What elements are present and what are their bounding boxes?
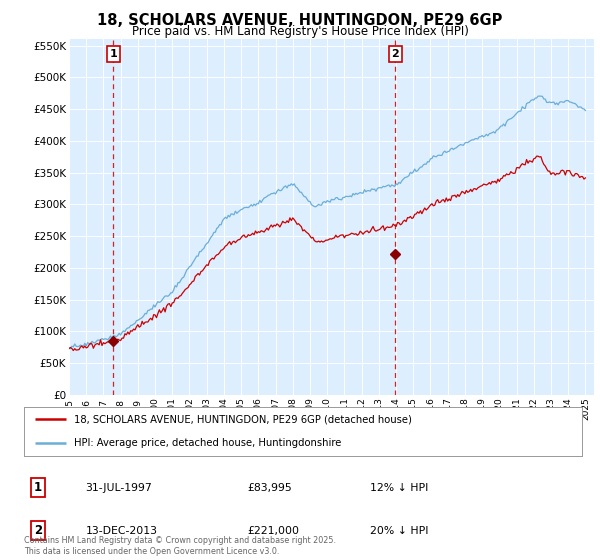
Text: 2: 2: [34, 524, 42, 538]
Text: 18, SCHOLARS AVENUE, HUNTINGDON, PE29 6GP: 18, SCHOLARS AVENUE, HUNTINGDON, PE29 6G…: [97, 13, 503, 29]
Text: 1: 1: [34, 481, 42, 494]
Text: £221,000: £221,000: [247, 526, 299, 536]
Text: 13-DEC-2013: 13-DEC-2013: [85, 526, 157, 536]
Text: 31-JUL-1997: 31-JUL-1997: [85, 483, 152, 493]
Text: 1: 1: [110, 49, 117, 59]
Text: 20% ↓ HPI: 20% ↓ HPI: [370, 526, 428, 536]
Text: HPI: Average price, detached house, Huntingdonshire: HPI: Average price, detached house, Hunt…: [74, 437, 341, 447]
Text: Contains HM Land Registry data © Crown copyright and database right 2025.
This d: Contains HM Land Registry data © Crown c…: [24, 536, 336, 556]
Text: 2: 2: [391, 49, 399, 59]
Text: 18, SCHOLARS AVENUE, HUNTINGDON, PE29 6GP (detached house): 18, SCHOLARS AVENUE, HUNTINGDON, PE29 6G…: [74, 414, 412, 424]
Text: Price paid vs. HM Land Registry's House Price Index (HPI): Price paid vs. HM Land Registry's House …: [131, 25, 469, 38]
Text: 12% ↓ HPI: 12% ↓ HPI: [370, 483, 428, 493]
Text: £83,995: £83,995: [247, 483, 292, 493]
